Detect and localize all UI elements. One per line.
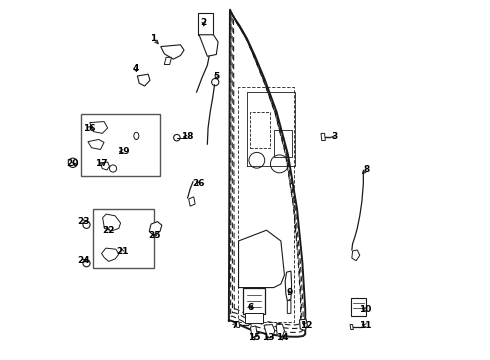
Bar [198, 13, 214, 35]
Polygon shape [299, 319, 307, 330]
Text: 24: 24 [77, 256, 90, 265]
Bar [243, 288, 265, 315]
Polygon shape [164, 57, 171, 64]
Text: 1: 1 [150, 34, 157, 43]
Text: 19: 19 [117, 147, 129, 156]
Polygon shape [276, 324, 285, 337]
Bar [274, 130, 292, 157]
Bar [81, 114, 160, 176]
Text: 22: 22 [102, 226, 114, 235]
Polygon shape [100, 162, 109, 170]
Polygon shape [161, 45, 184, 59]
Polygon shape [321, 134, 325, 140]
Text: 17: 17 [95, 159, 108, 168]
Polygon shape [285, 271, 292, 301]
Bar [245, 314, 263, 323]
Bar [250, 112, 270, 148]
Polygon shape [149, 222, 162, 236]
Text: 23: 23 [77, 217, 90, 226]
Polygon shape [102, 214, 121, 231]
Polygon shape [350, 324, 353, 329]
Text: 4: 4 [132, 64, 139, 73]
Text: 2: 2 [200, 18, 207, 27]
Text: 20: 20 [66, 159, 78, 168]
Polygon shape [90, 122, 108, 134]
Text: 3: 3 [332, 132, 338, 141]
Text: 11: 11 [359, 321, 371, 330]
Text: 21: 21 [116, 247, 128, 256]
Polygon shape [352, 250, 360, 261]
Text: 10: 10 [359, 305, 371, 314]
Polygon shape [199, 35, 218, 56]
Text: 16: 16 [83, 123, 96, 132]
Text: 7: 7 [231, 321, 238, 330]
Text: 6: 6 [247, 303, 253, 312]
Text: 18: 18 [181, 132, 194, 141]
Polygon shape [88, 139, 104, 149]
Polygon shape [250, 326, 258, 338]
Text: 25: 25 [148, 231, 161, 240]
Text: 9: 9 [287, 288, 293, 297]
Polygon shape [287, 300, 291, 314]
Polygon shape [264, 324, 275, 338]
Text: 14: 14 [276, 333, 289, 342]
Polygon shape [236, 321, 240, 327]
Bar [351, 298, 366, 316]
Polygon shape [137, 74, 150, 86]
Bar [93, 209, 154, 268]
Polygon shape [189, 197, 195, 206]
Text: 15: 15 [248, 333, 260, 342]
Text: 5: 5 [213, 72, 220, 81]
Text: 13: 13 [262, 333, 274, 342]
Text: 26: 26 [192, 179, 205, 188]
Text: 12: 12 [300, 321, 312, 330]
Polygon shape [101, 248, 119, 261]
Text: 8: 8 [364, 165, 370, 174]
